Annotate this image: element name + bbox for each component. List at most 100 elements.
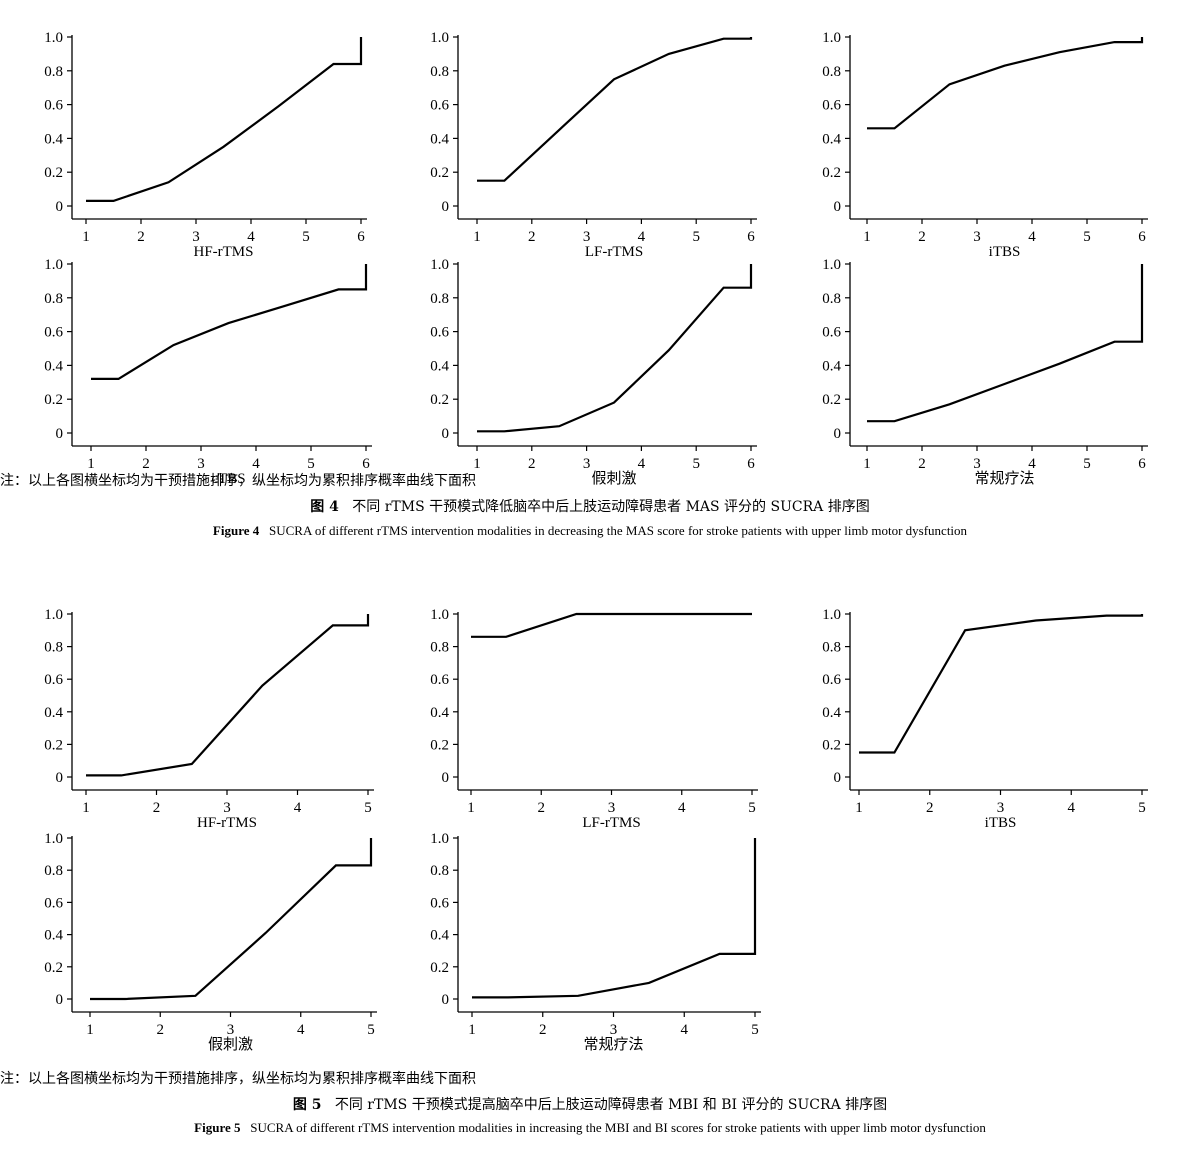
x-tick-label: 6 xyxy=(1138,229,1146,245)
x-axis-label: 常规疗法 xyxy=(974,470,1034,487)
y-tick-label: 0.2 xyxy=(822,737,841,753)
figure5-caption-zh-text: 不同 rTMS 干预模式提高脑卒中后上肢运动障碍患者 MBI 和 BI 评分的 … xyxy=(334,1097,888,1113)
sucra-curve xyxy=(86,37,363,202)
x-tick-label: 3 xyxy=(583,229,591,245)
sucra-curve xyxy=(477,37,753,182)
x-tick-label: 4 xyxy=(681,1022,689,1038)
y-tick-label: 1.0 xyxy=(44,831,63,847)
y-tick-label: 0.2 xyxy=(44,737,63,753)
sucra-curve xyxy=(859,614,1144,754)
figure5-caption-zh-label: 图 5 xyxy=(292,1097,322,1113)
y-tick-label: 0.8 xyxy=(44,640,63,656)
x-tick-label: 3 xyxy=(608,800,616,816)
y-tick-label: 0.8 xyxy=(822,64,841,80)
x-tick-label: 4 xyxy=(252,456,260,472)
y-tick-label: 0 xyxy=(834,199,842,215)
x-tick-label: 5 xyxy=(692,229,700,245)
x-axis-label: 假刺激 xyxy=(208,1036,253,1053)
sucra-chart-2: 0 0.2 0.4 0.6 0.8 1.0 1 2 3 4 5 6 LF-rTMS xyxy=(430,30,757,260)
y-tick-label: 0.6 xyxy=(430,895,449,911)
sucra-curve xyxy=(867,37,1144,130)
sucra-curve xyxy=(867,264,1144,423)
sucra-chart-6: 0 0.2 0.4 0.6 0.8 1.0 1 2 3 4 5 6 常规疗法 xyxy=(822,257,1148,487)
x-tick-label: 1 xyxy=(473,229,481,245)
y-tick-label: 1.0 xyxy=(44,607,63,623)
y-tick-label: 0.6 xyxy=(822,325,841,341)
x-tick-label: 4 xyxy=(638,456,646,472)
x-tick-label: 5 xyxy=(367,1022,375,1038)
x-tick-label: 2 xyxy=(137,229,145,245)
sucra-curve xyxy=(471,612,752,638)
y-tick-label: 0.8 xyxy=(44,863,63,879)
y-tick-label: 0.2 xyxy=(44,165,63,181)
x-axis-label: 假刺激 xyxy=(591,470,636,487)
y-tick-label: 0.6 xyxy=(44,325,63,341)
sucra-curve xyxy=(477,264,753,433)
sucra-curve xyxy=(472,838,757,999)
sucra-chart-7: 0 0.2 0.4 0.6 0.8 1.0 1 2 3 4 5 HF-rTMS xyxy=(44,607,374,831)
x-tick-label: 2 xyxy=(539,1022,547,1038)
x-tick-label: 3 xyxy=(192,229,200,245)
x-axis-label: 常规疗法 xyxy=(583,1036,643,1053)
y-tick-label: 0.4 xyxy=(430,928,449,944)
y-tick-label: 0.6 xyxy=(430,672,449,688)
y-tick-label: 0 xyxy=(56,199,64,215)
x-tick-label: 2 xyxy=(142,456,150,472)
x-tick-label: 1 xyxy=(863,229,871,245)
y-tick-label: 0.6 xyxy=(430,98,449,114)
sucra-chart-3: 0 0.2 0.4 0.6 0.8 1.0 1 2 3 4 5 6 iTBS xyxy=(822,30,1148,260)
figure4-caption-zh-label: 图 4 xyxy=(310,499,339,515)
x-tick-label: 3 xyxy=(227,1022,235,1038)
figure5-caption-en: Figure 5 SUCRA of different rTMS interve… xyxy=(0,1120,1180,1136)
x-tick-label: 5 xyxy=(751,1022,759,1038)
x-tick-label: 6 xyxy=(1138,456,1146,472)
x-axis-label: LF-rTMS xyxy=(585,244,643,260)
x-tick-label: 3 xyxy=(583,456,591,472)
y-tick-label: 0.4 xyxy=(430,705,449,721)
x-tick-label: 4 xyxy=(1028,229,1036,245)
x-tick-label: 4 xyxy=(638,229,646,245)
y-tick-label: 0.4 xyxy=(822,705,841,721)
x-tick-label: 1 xyxy=(87,456,95,472)
y-tick-label: 0.2 xyxy=(44,392,63,408)
y-tick-label: 1.0 xyxy=(430,831,449,847)
x-tick-label: 6 xyxy=(362,456,370,472)
x-tick-label: 2 xyxy=(538,800,546,816)
figure5-caption-en-text: SUCRA of different rTMS intervention mod… xyxy=(250,1120,986,1135)
y-tick-label: 0.8 xyxy=(822,291,841,307)
y-tick-label: 1.0 xyxy=(430,30,449,46)
x-tick-label: 6 xyxy=(747,456,755,472)
x-tick-label: 1 xyxy=(82,229,90,245)
x-tick-label: 3 xyxy=(973,229,981,245)
y-tick-label: 1.0 xyxy=(44,257,63,273)
y-tick-label: 0.2 xyxy=(430,960,449,976)
y-tick-label: 1.0 xyxy=(430,257,449,273)
sucra-curve xyxy=(91,264,368,380)
y-tick-label: 1.0 xyxy=(430,607,449,623)
y-tick-label: 0 xyxy=(834,426,842,442)
y-tick-label: 0.6 xyxy=(822,98,841,114)
x-tick-label: 6 xyxy=(357,229,365,245)
x-tick-label: 4 xyxy=(294,800,302,816)
x-tick-label: 5 xyxy=(1138,800,1146,816)
x-tick-label: 1 xyxy=(473,456,481,472)
y-tick-label: 0.2 xyxy=(822,165,841,181)
y-tick-label: 0 xyxy=(834,770,842,786)
figure4-caption-en: Figure 4 SUCRA of different rTMS interve… xyxy=(0,523,1180,539)
x-tick-label: 4 xyxy=(297,1022,305,1038)
x-axis-label: HF-rTMS xyxy=(193,244,253,260)
y-tick-label: 0.2 xyxy=(822,392,841,408)
figure4-caption-zh-text: 不同 rTMS 干预模式降低脑卒中后上肢运动障碍患者 MAS 评分的 SUCRA… xyxy=(352,499,870,515)
x-tick-label: 5 xyxy=(307,456,315,472)
y-tick-label: 0.8 xyxy=(822,640,841,656)
x-tick-label: 1 xyxy=(467,800,475,816)
y-tick-label: 1.0 xyxy=(822,257,841,273)
figure5-caption-en-label: Figure 5 xyxy=(194,1120,241,1135)
y-tick-label: 0.6 xyxy=(44,895,63,911)
y-tick-label: 1.0 xyxy=(822,607,841,623)
figure5-caption-zh: 图 5 不同 rTMS 干预模式提高脑卒中后上肢运动障碍患者 MBI 和 BI … xyxy=(0,1094,1180,1114)
x-tick-label: 3 xyxy=(610,1022,618,1038)
x-axis-label: iTBS xyxy=(989,244,1021,260)
y-tick-label: 0.8 xyxy=(44,64,63,80)
x-axis-label: iTBS xyxy=(985,815,1017,831)
